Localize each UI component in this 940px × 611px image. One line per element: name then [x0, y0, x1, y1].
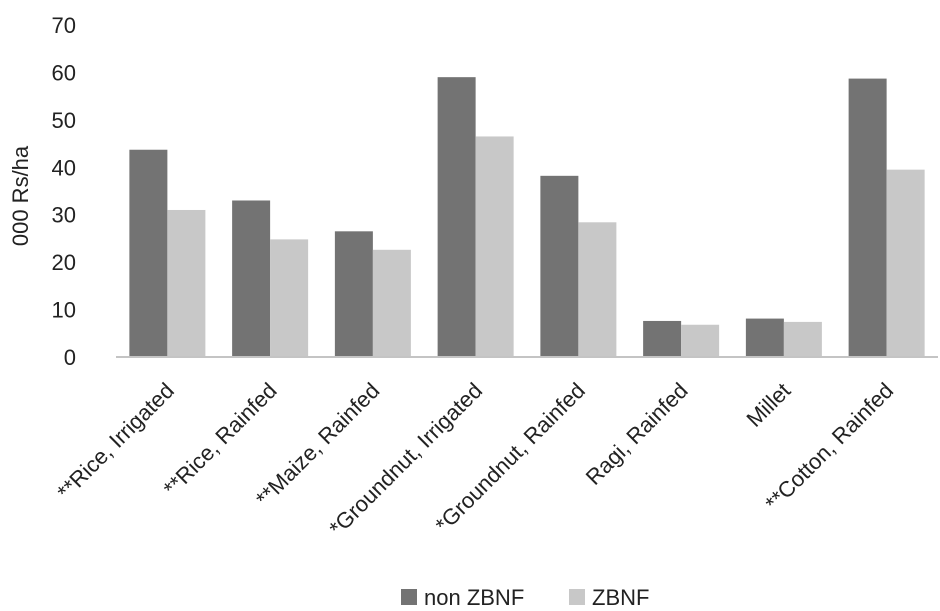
y-tick-label: 30	[52, 203, 76, 228]
bar-non-zbnf	[848, 78, 887, 357]
legend-swatch	[569, 589, 585, 605]
bar-zbnf	[475, 136, 514, 357]
bars	[129, 77, 925, 358]
bar-non-zbnf	[334, 231, 373, 357]
y-tick-label: 0	[64, 345, 76, 370]
bar-zbnf	[681, 324, 720, 357]
x-category-label: Ragi, Rainfed	[581, 378, 693, 490]
bar-non-zbnf	[437, 77, 476, 358]
bar-zbnf	[270, 239, 309, 357]
bar-non-zbnf	[745, 318, 784, 357]
y-axis-title: 000 Rs/ha	[8, 145, 33, 246]
x-category-label: Millet	[741, 378, 795, 432]
x-axis-labels: **Rice, Irrigated**Rice, Rainfed**Maize,…	[52, 378, 898, 541]
bar-zbnf	[372, 249, 411, 357]
bar-zbnf	[578, 222, 617, 357]
y-tick-label: 10	[52, 298, 76, 323]
legend-swatch	[401, 589, 417, 605]
bar-non-zbnf	[129, 149, 168, 357]
y-tick-label: 20	[52, 250, 76, 275]
bar-zbnf	[886, 169, 925, 357]
y-tick-label: 40	[52, 155, 76, 180]
bar-zbnf	[783, 321, 822, 357]
legend: non ZBNF ZBNF	[401, 585, 649, 610]
legend-label: ZBNF	[592, 585, 649, 610]
bar-non-zbnf	[643, 320, 682, 357]
bar-non-zbnf	[540, 175, 579, 357]
bar-non-zbnf	[232, 200, 271, 357]
bar-zbnf	[167, 209, 206, 357]
y-tick-label: 50	[52, 108, 76, 133]
legend-label: non ZBNF	[424, 585, 524, 610]
y-tick-label: 70	[52, 13, 76, 38]
y-tick-label: 60	[52, 60, 76, 85]
y-axis: 0 10 20 30 40 50 60 70	[52, 13, 76, 370]
